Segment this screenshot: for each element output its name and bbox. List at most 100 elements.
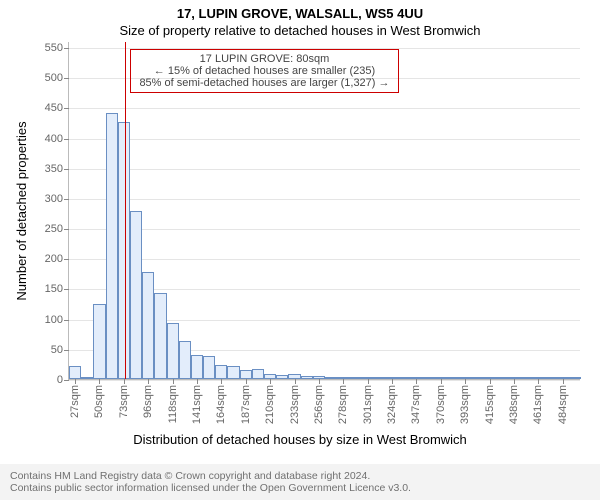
ytick-label: 550 [45,42,63,54]
ytick-mark [64,320,69,321]
xtick-label: 301sqm [362,385,374,424]
histogram-bar [276,375,288,379]
histogram-bar [301,376,313,379]
xtick-mark [75,379,76,384]
xtick-label: 27sqm [69,385,81,418]
xtick-label: 50sqm [93,385,105,418]
ytick-mark [64,169,69,170]
xtick-label: 415sqm [484,385,496,424]
ytick-label: 150 [45,283,63,295]
xtick-mark [368,379,369,384]
histogram-bar [215,365,227,379]
xtick-mark [416,379,417,384]
histogram-bar [81,377,93,379]
xtick-mark [246,379,247,384]
xtick-mark [197,379,198,384]
ytick-mark [64,48,69,49]
xtick-mark [148,379,149,384]
footer-line: Contains HM Land Registry data © Crown c… [10,470,590,482]
xtick-mark [221,379,222,384]
xtick-label: 393sqm [459,385,471,424]
annotation-line: 17 LUPIN GROVE: 80sqm [139,53,389,65]
histogram-bar [240,370,252,379]
histogram-bar [130,211,142,379]
xtick-label: 370sqm [435,385,447,424]
ytick-label: 50 [51,344,63,356]
annotation-callout: 17 LUPIN GROVE: 80sqm← 15% of detached h… [130,49,398,93]
histogram-bar [349,377,361,379]
xtick-mark [173,379,174,384]
ytick-mark [64,139,69,140]
xtick-mark [319,379,320,384]
ytick-mark [64,229,69,230]
grid-line [69,199,580,200]
histogram-bar [191,355,203,379]
xtick-label: 484sqm [557,385,569,424]
xaxis-title: Distribution of detached houses by size … [0,432,600,447]
histogram-bar [496,377,508,379]
xtick-mark [441,379,442,384]
grid-line [69,169,580,170]
histogram-bar [252,369,264,379]
ytick-label: 100 [45,314,63,326]
xtick-label: 324sqm [386,385,398,424]
ytick-mark [64,289,69,290]
chart-subtitle: Size of property relative to detached ho… [0,21,600,38]
xtick-label: 118sqm [167,385,179,423]
ytick-label: 300 [45,193,63,205]
footer-attribution: Contains HM Land Registry data © Crown c… [0,464,600,500]
reference-line [125,42,126,379]
histogram-bar [118,122,130,379]
xtick-label: 438sqm [508,385,520,424]
plot-area: 05010015020025030035040045050055027sqm50… [68,42,580,380]
histogram-bar [325,377,337,379]
annotation-line: 85% of semi-detached houses are larger (… [139,77,389,89]
ytick-label: 400 [45,133,63,145]
grid-line [69,139,580,140]
histogram-bar [544,377,556,379]
ytick-mark [64,199,69,200]
ytick-label: 500 [45,72,63,84]
annotation-line: ← 15% of detached houses are smaller (23… [139,65,389,77]
xtick-label: 233sqm [289,385,301,424]
histogram-bar [69,366,81,379]
grid-line [69,229,580,230]
xtick-mark [465,379,466,384]
ytick-label: 250 [45,223,63,235]
ytick-mark [64,380,69,381]
histogram-bar [93,304,105,379]
histogram-bar [227,366,239,379]
xtick-mark [514,379,515,384]
histogram-bar [569,377,581,379]
ytick-mark [64,78,69,79]
grid-line [69,108,580,109]
xtick-label: 164sqm [215,385,227,424]
histogram-bar [142,272,154,379]
plot-container: 05010015020025030035040045050055027sqm50… [68,42,580,380]
histogram-bar [374,377,386,379]
xtick-label: 461sqm [532,385,544,424]
ytick-mark [64,108,69,109]
xtick-mark [295,379,296,384]
xtick-label: 256sqm [313,385,325,424]
xtick-label: 210sqm [264,385,276,424]
ytick-label: 450 [45,102,63,114]
xtick-label: 187sqm [240,385,252,424]
histogram-bar [154,293,166,379]
xtick-mark [270,379,271,384]
histogram-bar [179,341,191,379]
xtick-label: 96sqm [142,385,154,418]
xtick-label: 141sqm [191,385,203,424]
xtick-mark [99,379,100,384]
histogram-bar [471,377,483,379]
xtick-mark [538,379,539,384]
ytick-label: 350 [45,163,63,175]
histogram-bar [520,377,532,379]
histogram-bar [423,377,435,379]
chart-title: 17, LUPIN GROVE, WALSALL, WS5 4UU [0,0,600,21]
xtick-label: 73sqm [118,385,130,418]
xtick-mark [124,379,125,384]
grid-line [69,259,580,260]
histogram-bar [203,356,215,379]
yaxis-title: Number of detached properties [14,121,29,300]
